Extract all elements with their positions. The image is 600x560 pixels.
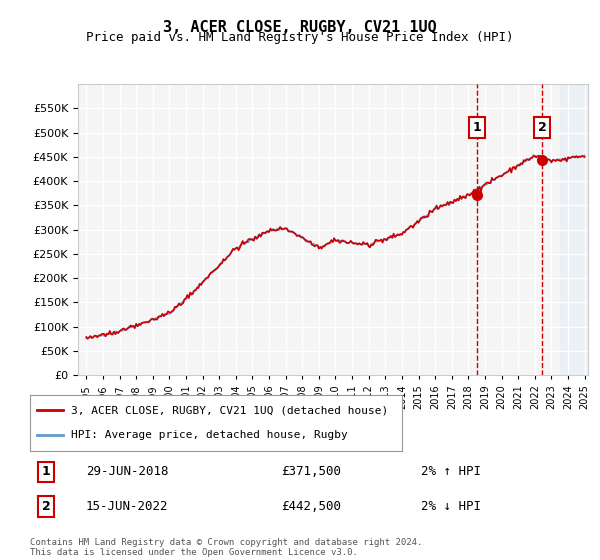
Text: 15-JUN-2022: 15-JUN-2022 — [86, 500, 169, 513]
Text: 2: 2 — [538, 121, 547, 134]
Text: HPI: Average price, detached house, Rugby: HPI: Average price, detached house, Rugb… — [71, 430, 347, 440]
Text: 1: 1 — [42, 465, 50, 478]
Text: 3, ACER CLOSE, RUGBY, CV21 1UQ: 3, ACER CLOSE, RUGBY, CV21 1UQ — [163, 20, 437, 35]
Text: 1: 1 — [472, 121, 481, 134]
Bar — [560, 84, 588, 375]
Text: 29-JUN-2018: 29-JUN-2018 — [86, 465, 169, 478]
Text: £442,500: £442,500 — [281, 500, 341, 513]
Text: 2: 2 — [42, 500, 50, 513]
Text: 2% ↓ HPI: 2% ↓ HPI — [421, 500, 481, 513]
Text: 2% ↑ HPI: 2% ↑ HPI — [421, 465, 481, 478]
Text: £371,500: £371,500 — [281, 465, 341, 478]
Text: 3, ACER CLOSE, RUGBY, CV21 1UQ (detached house): 3, ACER CLOSE, RUGBY, CV21 1UQ (detached… — [71, 405, 388, 416]
Text: Price paid vs. HM Land Registry's House Price Index (HPI): Price paid vs. HM Land Registry's House … — [86, 31, 514, 44]
Text: Contains HM Land Registry data © Crown copyright and database right 2024.
This d: Contains HM Land Registry data © Crown c… — [30, 538, 422, 557]
